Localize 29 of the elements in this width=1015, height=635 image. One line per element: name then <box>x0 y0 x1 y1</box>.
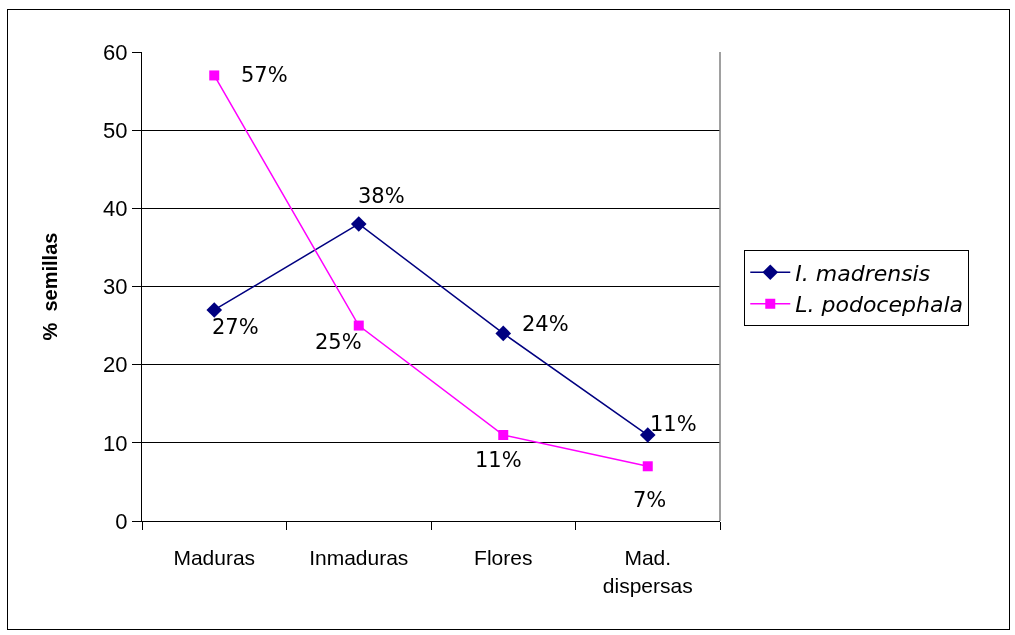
data-label: 57% <box>241 63 288 87</box>
y-axis-title: % semillas <box>38 232 61 341</box>
data-label: 38% <box>358 184 405 208</box>
point <box>353 320 364 331</box>
point <box>350 216 367 232</box>
point <box>495 325 512 342</box>
data-label: 11% <box>475 448 522 472</box>
x-tick-label: Inmaduras <box>309 546 409 570</box>
data-label: 24% <box>522 312 569 336</box>
legend-label: I. madrensis <box>795 260 931 286</box>
point <box>209 70 220 81</box>
x-tick-label: Maduras <box>173 546 256 570</box>
y-tick-label: 40 <box>103 196 128 222</box>
data-label: 11% <box>650 412 697 436</box>
y-tick-label: 50 <box>103 117 128 143</box>
y-tick-label: 60 <box>103 39 128 65</box>
y-tick-label: 20 <box>103 352 128 378</box>
point <box>206 302 223 318</box>
point <box>498 430 509 441</box>
data-label: 7% <box>633 488 667 512</box>
data-label: 27% <box>212 315 259 339</box>
point <box>642 461 653 472</box>
data-label: 25% <box>315 330 362 354</box>
legend-label: L. podocephala <box>795 292 963 318</box>
y-tick-label: 10 <box>103 430 128 456</box>
y-tick-label: 0 <box>115 508 128 534</box>
x-tick-label: Mad. dispersas <box>602 546 693 597</box>
x-tick-label: Flores <box>474 546 533 570</box>
y-tick-label: 30 <box>103 274 128 300</box>
